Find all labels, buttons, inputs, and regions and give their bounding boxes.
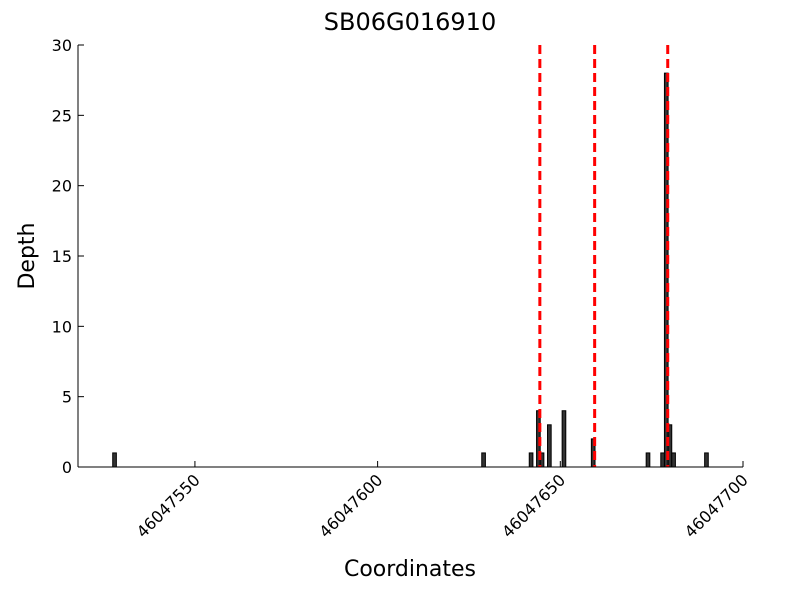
y-tick-label: 25 [52,106,72,125]
y-tick-label: 30 [52,36,72,55]
y-tick-label: 20 [52,177,72,196]
chart-title: SB06G016910 [324,8,496,36]
x-tick-label: 46047600 [315,470,386,541]
bar [528,452,534,468]
y-tick-label: 15 [52,247,72,266]
x-tick-label: 46047700 [681,470,752,541]
bar [112,452,117,468]
bar [671,452,676,468]
y-axis-label: Depth [15,222,40,289]
bar [561,410,567,468]
y-tick-label: 10 [52,317,72,336]
x-axis-label: Coordinates [344,557,476,582]
bar [547,424,552,468]
bar [660,452,665,468]
x-tick-label: 46047550 [133,470,204,541]
y-tick-label: 0 [62,458,72,477]
bar [704,452,709,468]
x-tick-label: 46047650 [498,470,569,541]
bar [481,452,486,468]
bar [645,452,651,468]
y-tick-label: 5 [62,388,72,407]
